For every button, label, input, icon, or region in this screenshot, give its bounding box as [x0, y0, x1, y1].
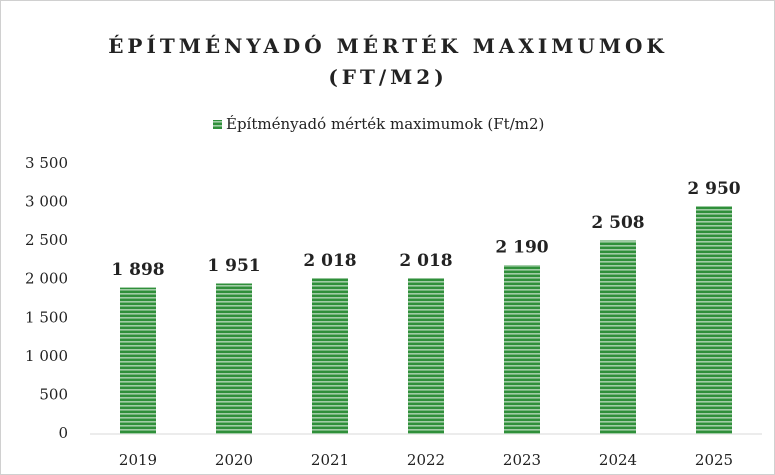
- x-tick-label: 2024: [599, 451, 637, 469]
- x-tick-label: 2023: [503, 451, 541, 469]
- y-tick-label: 3 500: [25, 154, 68, 172]
- x-tick-label: 2020: [215, 451, 253, 469]
- x-tick-label: 2025: [695, 451, 733, 469]
- bar: [216, 283, 252, 434]
- bar: [408, 278, 444, 434]
- legend-swatch: [213, 120, 222, 129]
- y-tick-label: 2 500: [25, 231, 68, 249]
- chart-title: ÉPÍTMÉNYADÓ MÉRTÉK MAXIMUMOK (FT/M2): [108, 34, 668, 89]
- bar: [504, 265, 540, 434]
- y-tick-label: 0: [58, 424, 68, 442]
- value-label: 1 951: [207, 256, 260, 276]
- value-label: 1 898: [111, 260, 164, 280]
- y-tick-label: 1 500: [25, 308, 68, 326]
- value-label: 2 950: [687, 179, 740, 199]
- x-tick-label: 2019: [119, 451, 157, 469]
- y-tick-label: 500: [39, 385, 68, 403]
- y-tick-label: 1 000: [25, 347, 68, 365]
- y-tick-label: 3 000: [25, 193, 68, 211]
- x-tick-label: 2022: [407, 451, 445, 469]
- value-label: 2 018: [399, 251, 452, 271]
- value-label: 2 018: [303, 251, 356, 271]
- value-label: 2 508: [591, 213, 644, 233]
- bar: [696, 206, 732, 434]
- bar: [312, 278, 348, 434]
- bar: [120, 287, 156, 434]
- legend-label: Építményadó mérték maximumok (Ft/m2): [226, 115, 544, 133]
- x-tick-label: 2021: [311, 451, 349, 469]
- value-label: 2 190: [495, 238, 548, 258]
- bar: [600, 240, 636, 434]
- y-tick-label: 2 000: [25, 270, 68, 288]
